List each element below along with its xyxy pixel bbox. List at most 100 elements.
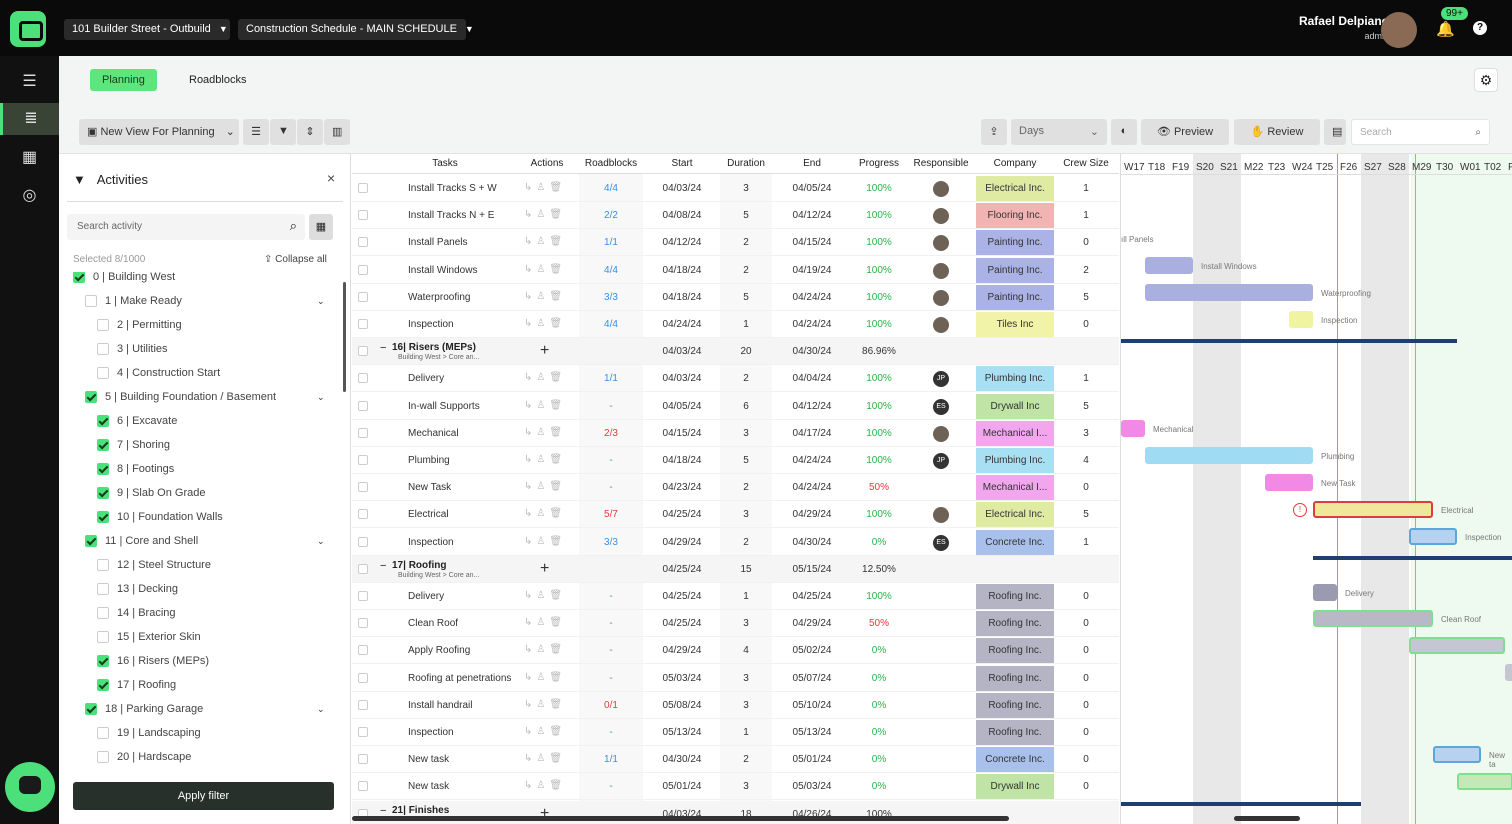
duration-value[interactable]: 5 — [743, 455, 749, 466]
group-summary-bar-finishes[interactable] — [1121, 802, 1361, 806]
table-row[interactable]: Install Tracks S + W ↳♙🗑 4/4 04/03/24 3 04/05… — [352, 175, 1119, 202]
crew-size-value[interactable]: 5 — [1083, 291, 1089, 303]
roadblocks-value[interactable]: 2/2 — [604, 210, 618, 222]
crew-size-value[interactable]: 0 — [1083, 482, 1089, 494]
start-date[interactable]: 04/18/24 — [662, 455, 702, 466]
progress-value[interactable]: 0% — [871, 727, 887, 738]
action-icons[interactable]: ↳♙🗑 — [524, 426, 567, 438]
responsible-avatar[interactable] — [933, 262, 949, 279]
col-roadblocks[interactable]: Roadblocks — [584, 158, 638, 169]
crew-size-value[interactable]: 0 — [1083, 591, 1089, 602]
start-date[interactable]: 04/03/24 — [662, 808, 702, 820]
start-date[interactable]: 04/12/24 — [662, 237, 702, 249]
end-date[interactable]: 04/04/24 — [792, 373, 832, 385]
chevron-down-icon[interactable]: ⌄ — [317, 296, 325, 306]
activity-checkbox[interactable] — [97, 655, 109, 667]
activity-checkbox[interactable] — [97, 367, 109, 379]
start-date[interactable]: 04/25/24 — [662, 563, 702, 575]
company-cell[interactable]: Painting Inc. — [976, 284, 1054, 310]
end-date[interactable]: 04/15/24 — [792, 237, 832, 249]
crew-size-value[interactable]: 1 — [1083, 183, 1089, 194]
progress-value[interactable]: 100% — [866, 808, 892, 820]
progress-value[interactable]: 0% — [871, 754, 887, 766]
task-name[interactable]: Install Tracks N + E — [408, 210, 495, 222]
progress-value[interactable]: 100% — [866, 237, 892, 249]
start-date[interactable]: 04/24/24 — [662, 319, 702, 330]
duration-value[interactable]: 15 — [740, 563, 752, 575]
action-icons[interactable]: ↳♙🗑 — [524, 780, 567, 792]
collapse-all-button[interactable]: ⇪ Collapse all — [264, 254, 327, 265]
duration-value[interactable]: 20 — [740, 346, 752, 358]
action-icons[interactable]: ↳♙🗑 — [524, 263, 567, 275]
task-name[interactable]: New task — [408, 754, 450, 766]
gantt-bar-plumbing[interactable] — [1145, 447, 1313, 464]
company-cell[interactable]: Roofing Inc. — [976, 692, 1054, 718]
activity-checkbox[interactable] — [97, 439, 109, 451]
board-nav-icon[interactable]: ▦ — [21, 149, 38, 166]
action-icons[interactable]: ↳♙🗑 — [524, 454, 567, 465]
end-date[interactable]: 04/12/24 — [792, 400, 832, 412]
row-checkbox[interactable] — [358, 727, 368, 737]
activity-item[interactable]: 5 | Building Foundation / Basement ⌄ — [59, 385, 339, 409]
schedule-nav-icon[interactable]: ☰ — [22, 73, 37, 90]
progress-value[interactable]: 0% — [871, 699, 887, 711]
table-row[interactable]: Clean Roof ↳♙🗑 - 04/25/24 3 04/29/24 50% Roofin… — [352, 610, 1119, 638]
gantt-horizontal-scrollbar[interactable] — [1234, 816, 1300, 821]
action-icons[interactable]: ↳♙🗑 — [524, 535, 567, 547]
task-name[interactable]: Mechanical — [408, 427, 459, 439]
progress-value[interactable]: 100% — [866, 264, 892, 276]
company-cell[interactable]: Plumbing Inc. — [976, 448, 1054, 473]
start-date[interactable]: 04/08/24 — [662, 210, 702, 222]
action-icons[interactable]: ↳♙🗑 — [524, 753, 567, 765]
roadblocks-value[interactable]: 4/4 — [604, 319, 618, 330]
roadblocks-value[interactable]: 0/1 — [604, 699, 618, 711]
end-date[interactable]: 04/30/24 — [792, 346, 832, 358]
task-name[interactable]: New task — [408, 781, 450, 793]
company-cell[interactable]: Electrical Inc. — [976, 502, 1054, 528]
activity-item[interactable]: 20 | Hardscape — [59, 745, 339, 769]
table-row[interactable]: New task ↳♙🗑 - 05/01/24 3 05/03/24 0% Drywall I… — [352, 773, 1119, 801]
progress-value[interactable]: 100% — [866, 400, 892, 412]
activity-item[interactable]: 18 | Parking Garage ⌄ — [59, 697, 339, 721]
collapse-icon[interactable]: − — [380, 559, 387, 572]
table-row[interactable]: Roofing at penetrations ↳♙🗑 - 05/03/24 3 05/0… — [352, 665, 1119, 692]
table-row[interactable]: Apply Roofing ↳♙🗑 - 04/29/24 4 05/02/24 0% Roof… — [352, 637, 1119, 665]
row-checkbox[interactable] — [358, 455, 368, 465]
company-cell[interactable]: Plumbing Inc. — [976, 366, 1054, 392]
end-date[interactable]: 04/25/24 — [792, 591, 832, 602]
roadblocks-value[interactable]: 3/3 — [604, 536, 618, 548]
help-icon[interactable]: ? — [1473, 21, 1487, 35]
start-date[interactable]: 04/03/24 — [662, 373, 702, 385]
bell-icon[interactable]: 🔔 — [1436, 21, 1455, 38]
table-row[interactable]: Install Panels ↳♙🗑 1/1 04/12/24 2 04/15/24 100… — [352, 229, 1119, 257]
activity-item[interactable]: 4 | Construction Start — [59, 361, 339, 385]
end-date[interactable]: 04/24/24 — [792, 482, 832, 494]
task-name[interactable]: Clean Roof — [408, 618, 459, 630]
activity-item[interactable]: 3 | Utilities — [59, 337, 339, 361]
document-icon[interactable]: ▤ — [1324, 119, 1346, 145]
responsible-initials[interactable]: ES — [933, 534, 949, 551]
activity-item[interactable]: 6 | Excavate — [59, 409, 339, 433]
company-cell[interactable]: Roofing Inc. — [976, 638, 1054, 664]
activity-checkbox[interactable] — [97, 343, 109, 355]
row-checkbox[interactable] — [358, 346, 368, 357]
activity-checkbox[interactable] — [97, 559, 109, 571]
col-actions[interactable]: Actions — [530, 158, 564, 169]
crew-size-value[interactable]: 0 — [1083, 727, 1089, 738]
company-cell[interactable]: Mechanical I... — [976, 420, 1054, 446]
task-name[interactable]: Inspection — [408, 319, 454, 330]
end-date[interactable]: 04/29/24 — [792, 509, 832, 521]
activity-checkbox[interactable] — [85, 535, 97, 547]
activity-item[interactable]: 9 | Slab On Grade — [59, 481, 339, 505]
action-icons[interactable]: ↳♙🗑 — [524, 399, 567, 411]
roadblocks-value[interactable]: 4/4 — [604, 183, 618, 194]
progress-value[interactable]: 50% — [868, 618, 889, 630]
action-icons[interactable]: ↳♙🗑 — [524, 590, 567, 601]
activity-checkbox[interactable] — [85, 391, 97, 403]
duration-value[interactable]: 3 — [743, 183, 749, 194]
company-cell[interactable]: Roofing Inc. — [976, 611, 1054, 637]
tab-roadblocks[interactable]: Roadblocks — [189, 74, 247, 86]
row-checkbox[interactable] — [358, 563, 368, 574]
start-date[interactable]: 04/25/24 — [662, 618, 702, 630]
responsible-avatar[interactable] — [933, 289, 949, 306]
